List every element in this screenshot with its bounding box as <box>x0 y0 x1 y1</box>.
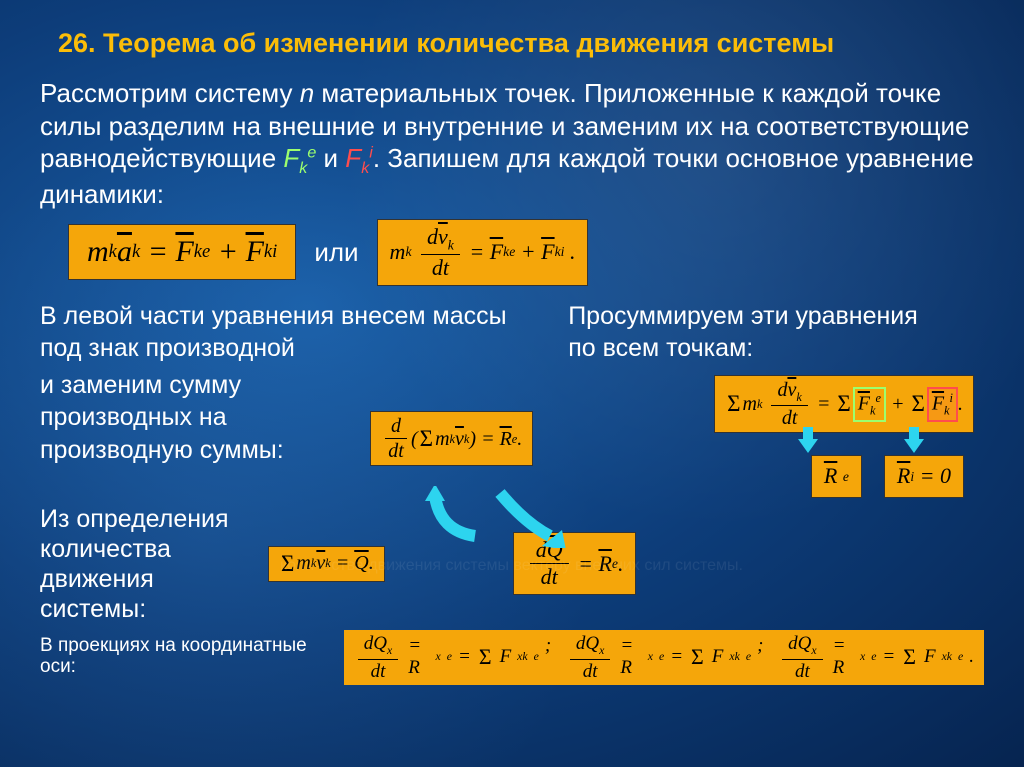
formula-derivative-sum: ddt(Σmkvk) = Re. <box>370 411 533 466</box>
formula-newton-basic: mkak = Fke + Fki <box>68 224 296 280</box>
left-text-1: В левой части уравнения внесем массы под… <box>40 300 548 365</box>
arrow-down-icon <box>798 439 818 453</box>
formula-re: R e <box>811 455 862 498</box>
proj-label: В проекциях на координатные оси: <box>40 636 332 678</box>
symbol-fke: Fke <box>283 143 316 173</box>
right-text-1: Просуммируем эти уравнения <box>568 300 984 333</box>
slide-title: 26. Теорема об изменении количества движ… <box>58 28 984 59</box>
formula-sum-all: Σmk dvkdt = ΣFke + ΣFki. <box>714 375 974 433</box>
left-text-2: и заменим сумму производных на производн… <box>40 369 360 467</box>
arrow-down-icon <box>904 439 924 453</box>
curve-arrow-icon <box>420 486 490 546</box>
formula-ri-zero: Ri = 0 <box>884 455 964 498</box>
intro-paragraph: Рассмотрим систему n материальных точек.… <box>40 77 984 211</box>
formula-projections: dQxdt= Rxe = ΣFxke ; dQxdt= Rxe = ΣFxke … <box>344 630 984 685</box>
curve-arrow-icon <box>490 488 570 548</box>
formula-newton-derivative: mk dvkdt = Fke + Fki . <box>377 219 589 286</box>
def-text: Из определения количества движения систе… <box>40 504 250 624</box>
ghost-text: количества движения системы вектору внеш… <box>280 557 743 575</box>
symbol-fki: Fki <box>345 143 373 173</box>
text-or: или <box>314 237 358 268</box>
right-text-2: по всем точкам: <box>568 332 984 365</box>
